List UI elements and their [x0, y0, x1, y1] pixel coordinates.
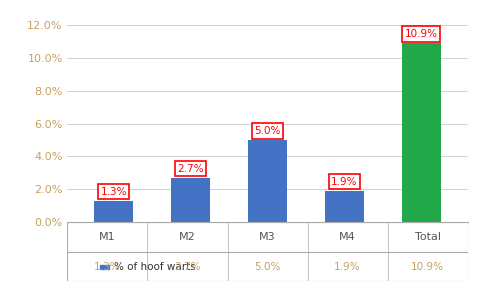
Text: M1: M1	[99, 232, 116, 242]
Bar	[171, 178, 210, 222]
Text: 5.0%: 5.0%	[254, 126, 281, 136]
Text: M4: M4	[339, 232, 356, 242]
Text: M2: M2	[179, 232, 196, 242]
Bar	[402, 43, 441, 222]
Bar	[325, 191, 364, 222]
Text: 1.9%: 1.9%	[331, 177, 358, 187]
Text: 10.9%: 10.9%	[411, 262, 444, 271]
Text: 1.3%: 1.3%	[94, 262, 120, 271]
Text: 2.7%: 2.7%	[177, 164, 204, 174]
Text: Total: Total	[415, 232, 441, 242]
Text: % of hoof warts: % of hoof warts	[114, 262, 195, 271]
Text: 10.9%: 10.9%	[405, 29, 438, 39]
Text: 5.0%: 5.0%	[254, 262, 281, 271]
Text: M3: M3	[259, 232, 276, 242]
Text: 1.9%: 1.9%	[335, 262, 361, 271]
Bar	[94, 201, 133, 222]
Text: 2.7%: 2.7%	[174, 262, 201, 271]
Bar	[248, 140, 287, 222]
Text: 1.3%: 1.3%	[100, 187, 127, 197]
Bar	[100, 264, 109, 269]
